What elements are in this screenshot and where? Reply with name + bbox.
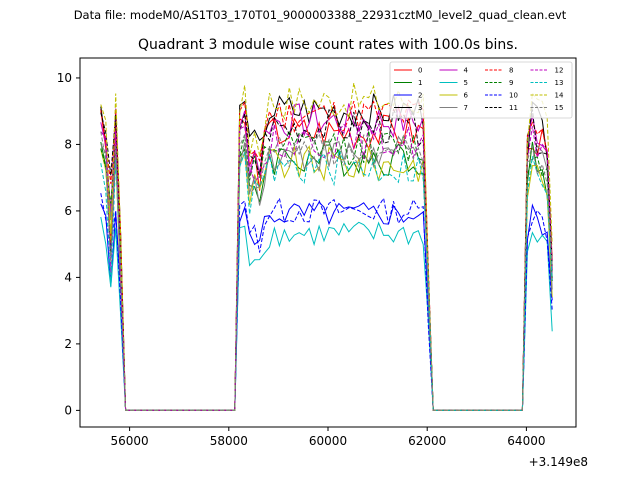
legend-label-3: 3	[418, 104, 422, 112]
series-line-14	[100, 82, 553, 411]
figure-suptitle: Data file: modeM0/AS1T03_170T01_90000033…	[74, 8, 567, 22]
legend-box	[389, 61, 573, 119]
y-axis-ticks: 0 2 4 6 8 10	[57, 71, 80, 417]
legend-label-8: 8	[509, 67, 513, 75]
series-line-15	[100, 131, 553, 411]
legend-label-10: 10	[509, 92, 518, 100]
legend-label-6: 6	[464, 92, 469, 100]
legend-label-1: 1	[418, 79, 422, 87]
x-tick-label: 58000	[210, 434, 248, 448]
plot-area	[80, 58, 576, 427]
series-line-13	[100, 148, 553, 411]
legend-label-5: 5	[464, 79, 468, 87]
legend-label-15: 15	[555, 104, 564, 112]
series-line-5	[100, 216, 553, 411]
y-tick-label: 10	[57, 71, 72, 85]
x-tick-label: 62000	[408, 434, 446, 448]
legend-label-4: 4	[464, 67, 469, 75]
legend-label-12: 12	[555, 67, 564, 75]
legend-label-14: 14	[555, 92, 564, 100]
y-tick-label: 4	[64, 270, 72, 284]
y-tick-label: 2	[64, 337, 72, 351]
y-tick-label: 6	[64, 204, 72, 218]
x-tick-label: 60000	[309, 434, 347, 448]
x-axis-ticks: 56000 58000 60000 62000 64000	[111, 427, 545, 448]
series-line-4	[100, 103, 553, 411]
chart-title: Quadrant 3 module wise count rates with …	[138, 37, 518, 53]
legend-label-2: 2	[418, 92, 422, 100]
series-line-12	[100, 123, 553, 411]
y-tick-label: 8	[64, 137, 72, 151]
legend-label-11: 11	[509, 104, 518, 112]
legend-label-13: 13	[555, 79, 564, 87]
legend-label-7: 7	[464, 104, 468, 112]
legend-label-0: 0	[418, 67, 422, 75]
series-lines	[100, 82, 553, 411]
series-line-10	[100, 193, 553, 411]
x-axis-offset-text: +3.149e8	[529, 455, 588, 469]
y-tick-label: 0	[64, 403, 72, 417]
legend-label-9: 9	[509, 79, 513, 87]
x-tick-label: 56000	[111, 434, 149, 448]
x-tick-label: 64000	[507, 434, 545, 448]
